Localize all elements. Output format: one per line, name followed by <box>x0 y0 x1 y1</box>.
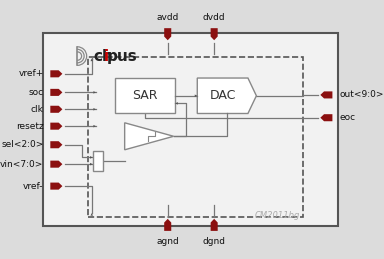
Text: ch: ch <box>93 49 113 63</box>
Text: SAR: SAR <box>132 89 158 102</box>
Text: vin<7:0>: vin<7:0> <box>0 160 44 169</box>
Polygon shape <box>50 141 62 148</box>
Text: clk: clk <box>31 105 44 114</box>
Text: vref-: vref- <box>23 182 44 191</box>
Text: eoc: eoc <box>339 113 355 122</box>
Polygon shape <box>50 161 62 168</box>
Text: CM2011bg: CM2011bg <box>255 211 300 220</box>
Polygon shape <box>91 213 93 216</box>
Text: vref+: vref+ <box>18 69 44 78</box>
Polygon shape <box>195 95 197 97</box>
Polygon shape <box>175 102 178 105</box>
Polygon shape <box>197 78 257 113</box>
Polygon shape <box>93 125 96 127</box>
Polygon shape <box>50 123 62 130</box>
Polygon shape <box>164 28 171 40</box>
Text: agnd: agnd <box>156 237 179 246</box>
Bar <box>114 78 175 113</box>
Polygon shape <box>93 108 96 111</box>
Polygon shape <box>211 28 218 40</box>
Polygon shape <box>50 183 62 190</box>
Polygon shape <box>320 114 333 121</box>
Polygon shape <box>211 219 218 231</box>
Polygon shape <box>90 163 93 166</box>
Text: soc: soc <box>28 88 44 97</box>
Polygon shape <box>164 219 171 231</box>
Text: sel<2:0>: sel<2:0> <box>1 140 44 149</box>
Text: dvdd: dvdd <box>203 13 225 22</box>
Polygon shape <box>50 89 62 96</box>
Polygon shape <box>320 91 333 98</box>
Polygon shape <box>90 156 93 159</box>
Text: i: i <box>104 49 109 63</box>
Text: dgnd: dgnd <box>203 237 226 246</box>
Bar <box>88 57 303 217</box>
Text: DAC: DAC <box>209 89 236 102</box>
Text: out<9:0>: out<9:0> <box>339 90 384 99</box>
Bar <box>67 46 78 66</box>
Polygon shape <box>125 123 174 150</box>
Text: pus: pus <box>107 49 138 63</box>
Polygon shape <box>50 106 62 113</box>
Polygon shape <box>50 70 62 77</box>
Bar <box>93 151 103 171</box>
Polygon shape <box>93 91 96 94</box>
Polygon shape <box>91 59 93 61</box>
Text: resetz: resetz <box>16 122 44 131</box>
Text: avdd: avdd <box>157 13 179 22</box>
Bar <box>43 33 338 226</box>
